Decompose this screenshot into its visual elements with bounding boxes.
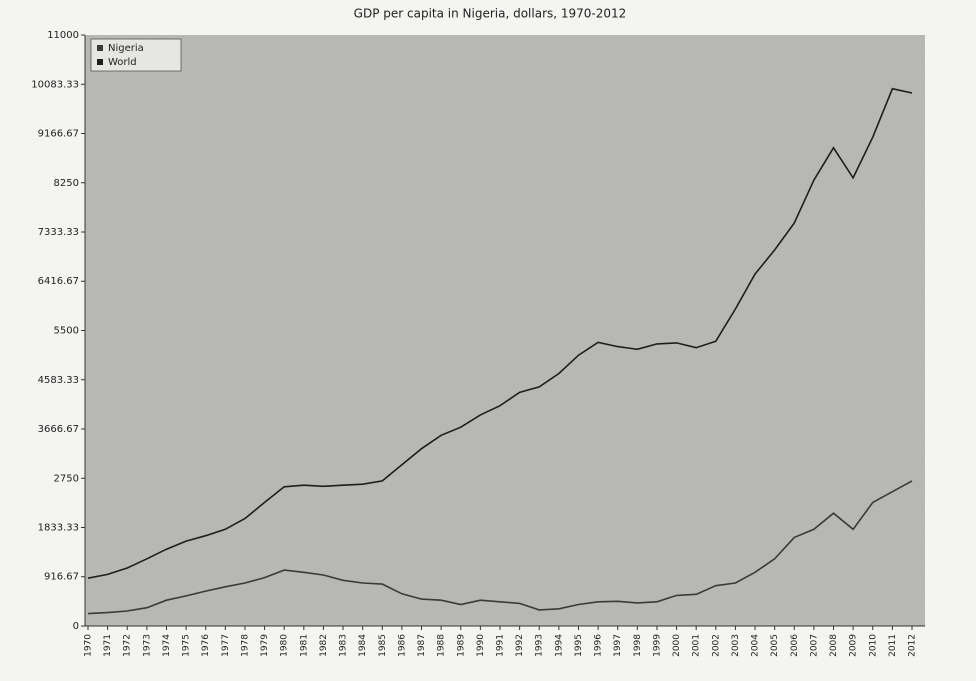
x-tick-label: 1980 <box>280 634 290 657</box>
x-tick-label: 1972 <box>123 634 133 657</box>
x-tick-label: 2002 <box>711 634 721 657</box>
y-tick-label: 7333.33 <box>38 227 79 238</box>
y-tick-label: 1833.33 <box>38 523 79 534</box>
chart-title: GDP per capita in Nigeria, dollars, 1970… <box>354 7 627 21</box>
x-tick-label: 2011 <box>888 634 898 657</box>
x-tick-label: 2001 <box>692 634 702 657</box>
legend-label: World <box>108 57 137 68</box>
legend-box <box>90 38 182 72</box>
y-tick-label: 4583.33 <box>38 375 79 386</box>
x-tick-label: 1975 <box>182 634 192 657</box>
x-tick-label: 1996 <box>594 634 604 657</box>
x-tick-label: 2005 <box>770 634 780 657</box>
y-tick-label: 2750 <box>54 473 79 484</box>
x-tick-label: 2007 <box>809 634 819 657</box>
x-tick-label: 1987 <box>417 634 427 657</box>
x-tick-label: 1977 <box>221 634 231 657</box>
x-tick-label: 2009 <box>849 634 859 657</box>
x-tick-label: 1974 <box>162 634 172 657</box>
x-tick-label: 1983 <box>339 634 349 657</box>
y-tick-label: 6416.67 <box>38 276 79 287</box>
y-tick-label: 9166.67 <box>38 128 79 139</box>
y-tick-label: 0 <box>73 621 79 632</box>
x-tick-label: 1995 <box>574 634 584 657</box>
legend-swatch <box>97 59 103 65</box>
series-line <box>87 87 913 579</box>
x-tick-label: 1989 <box>456 634 466 657</box>
x-tick-label: 1976 <box>201 634 211 657</box>
y-tick-label: 10083.33 <box>31 79 79 90</box>
y-tick-label: 916.67 <box>44 572 79 583</box>
y-tick-label: 3666.67 <box>38 424 79 435</box>
x-tick-label: 2003 <box>731 634 741 657</box>
legend-swatch <box>97 45 103 51</box>
x-tick-label: 1986 <box>397 634 407 657</box>
series-line <box>87 480 913 615</box>
x-tick-label: 1999 <box>652 634 662 657</box>
x-tick-label: 1973 <box>142 634 152 657</box>
x-tick-label: 2012 <box>908 634 918 657</box>
x-tick-label: 1991 <box>496 634 506 657</box>
x-tick-label: 1998 <box>633 634 643 657</box>
x-tick-label: 1994 <box>554 634 564 657</box>
x-tick-label: 1985 <box>378 634 388 657</box>
x-tick-label: 1981 <box>299 634 309 657</box>
y-tick-label: 11000 <box>47 30 79 41</box>
x-tick-label: 1984 <box>358 634 368 657</box>
x-tick-label: 2006 <box>790 634 800 657</box>
x-tick-label: 2004 <box>751 634 761 657</box>
x-tick-label: 1978 <box>240 634 250 657</box>
x-tick-label: 1988 <box>437 634 447 657</box>
y-tick-label: 5500 <box>54 326 79 337</box>
x-tick-label: 2008 <box>829 634 839 657</box>
x-tick-label: 1997 <box>613 634 623 657</box>
x-tick-label: 1970 <box>84 634 94 657</box>
x-tick-label: 2010 <box>868 634 878 657</box>
legend-label: Nigeria <box>108 43 144 54</box>
y-tick-label: 8250 <box>54 178 79 189</box>
x-tick-label: 1979 <box>260 634 270 657</box>
x-tick-label: 1990 <box>476 634 486 657</box>
plot-texture <box>85 35 925 626</box>
x-tick-label: 1982 <box>319 634 329 657</box>
x-tick-label: 1992 <box>515 634 525 657</box>
x-tick-label: 2000 <box>672 634 682 657</box>
x-tick-label: 1971 <box>103 634 113 657</box>
x-tick-label: 1993 <box>535 634 545 657</box>
